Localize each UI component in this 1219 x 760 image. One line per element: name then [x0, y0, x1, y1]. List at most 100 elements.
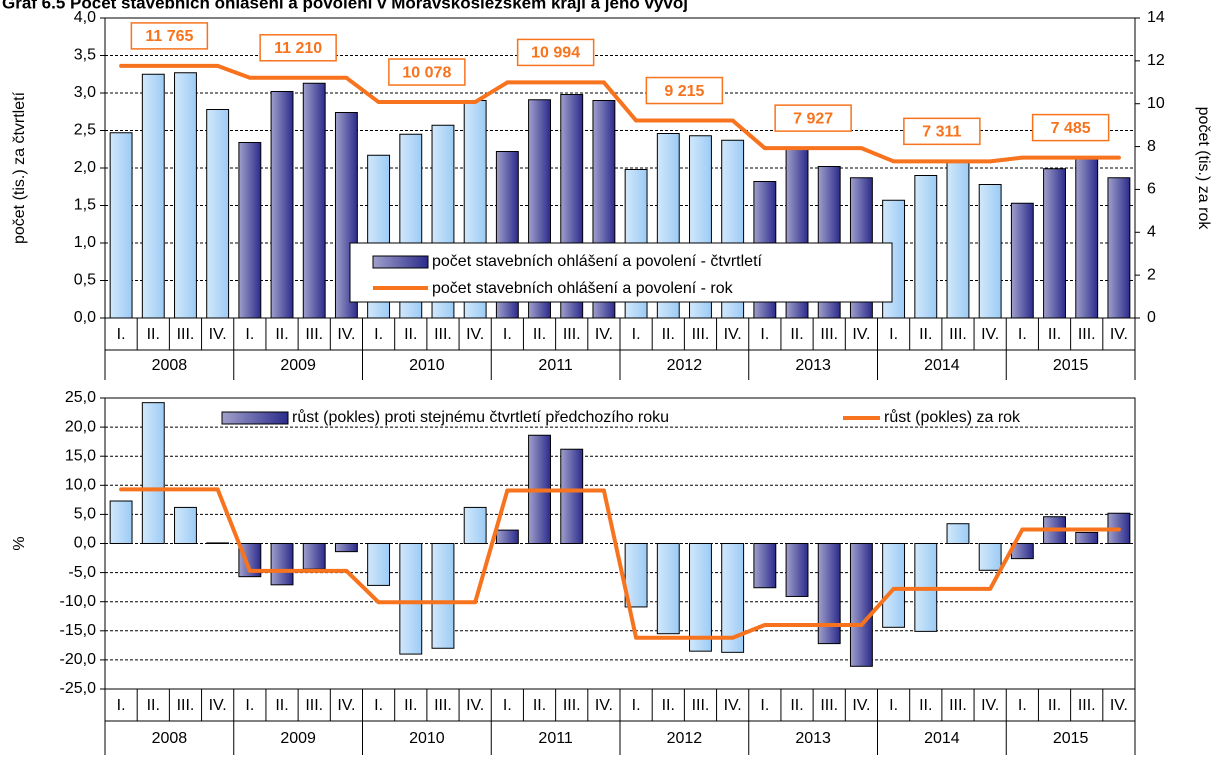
x-tick-label: IV. [852, 697, 870, 714]
x-group-label: 2008 [152, 357, 188, 374]
x-tick-label: III. [177, 326, 195, 343]
bar [463, 506, 487, 544]
x-tick-label: IV. [466, 326, 484, 343]
y-tick-label: 25,0 [65, 389, 96, 406]
y2-tick-label: 2 [1147, 266, 1156, 283]
bar [946, 160, 970, 319]
bar [206, 109, 230, 319]
data-label-box [903, 117, 981, 146]
x-tick-label: I. [117, 326, 126, 343]
y2-tick-label: 10 [1147, 95, 1165, 112]
line-connector [988, 528, 1025, 590]
bar [141, 402, 165, 544]
bar [302, 543, 326, 570]
line-connector [860, 146, 895, 164]
data-label-box [130, 22, 209, 50]
x-tick-label: IV. [724, 697, 742, 714]
data-label: 11 765 [145, 28, 193, 45]
x-tick-label: II. [147, 326, 160, 343]
legend-label: růst (pokles) proti stejnému čtvrtletí p… [292, 408, 669, 426]
line-connector [989, 155, 1023, 164]
x-tick-label: IV. [337, 697, 355, 714]
line-connector [216, 64, 251, 80]
data-label-box [516, 38, 595, 67]
x-tick-label: II. [533, 326, 546, 343]
line-connector [602, 81, 638, 122]
legend-swatch [372, 255, 429, 269]
x-group-label: 2015 [1053, 730, 1089, 747]
x-tick-label: II. [662, 326, 675, 343]
x-tick-label: II. [790, 326, 803, 343]
bar [785, 543, 809, 597]
x-tick-label: II. [275, 697, 288, 714]
bar [270, 91, 294, 319]
line-connector [474, 80, 509, 104]
x-group-label: 2012 [667, 730, 703, 747]
x-tick-label: III. [1078, 326, 1096, 343]
x-group-label: 2012 [667, 357, 703, 374]
x-tick-label: IV. [595, 326, 613, 343]
x-tick-label: I. [503, 697, 512, 714]
data-label: 9 215 [664, 83, 704, 100]
x-group-label: 2010 [409, 730, 445, 747]
bar [753, 543, 777, 589]
bar [914, 175, 938, 319]
x-group-label: 2010 [409, 357, 445, 374]
y-tick-label: -25,0 [60, 680, 97, 697]
bar [270, 543, 294, 586]
x-tick-label: IV. [209, 697, 227, 714]
x-tick-label: IV. [981, 697, 999, 714]
y-tick-label: -5,0 [68, 564, 96, 581]
y2-axis-title: počet (tis.) za rok [1195, 107, 1212, 231]
bar [1107, 177, 1131, 319]
x-tick-label: I. [760, 697, 769, 714]
data-label-box [259, 34, 337, 62]
y-tick-label: -10,0 [60, 593, 97, 610]
bar [238, 142, 262, 319]
data-label: 7 311 [922, 124, 961, 141]
x-tick-label: III. [434, 697, 452, 714]
bar [109, 132, 133, 319]
x-tick-label: III. [305, 326, 323, 343]
x-group-label: 2009 [280, 730, 316, 747]
line-connector [473, 489, 510, 603]
x-tick-label: III. [563, 326, 581, 343]
y-tick-label: 5,0 [74, 506, 96, 523]
y-tick-label: -15,0 [60, 622, 97, 639]
x-group-label: 2011 [538, 730, 573, 747]
x-tick-label: I. [245, 697, 254, 714]
line-connector [345, 569, 380, 604]
x-tick-label: I. [1018, 326, 1027, 343]
data-label: 11 210 [274, 40, 322, 57]
bar [302, 82, 326, 319]
x-tick-label: III. [820, 697, 838, 714]
bar [495, 529, 519, 545]
x-tick-label: I. [632, 326, 641, 343]
legend-label: počet stavebních ohlášení a povolení - č… [432, 253, 763, 270]
bar [946, 523, 970, 544]
x-tick-label: III. [820, 326, 838, 343]
y2-tick-label: 0 [1147, 309, 1156, 326]
x-group-label: 2014 [924, 730, 960, 747]
x-tick-label: IV. [852, 326, 870, 343]
x-tick-label: I. [889, 326, 898, 343]
bar [1075, 531, 1099, 545]
chart-title: Graf 6.5 Počet stavebních ohlášení a pov… [2, 0, 688, 12]
y2-tick-label: 12 [1147, 52, 1165, 69]
bar [721, 543, 745, 653]
y-tick-label: 10,0 [65, 477, 96, 494]
bar [978, 543, 1002, 571]
bar [109, 500, 133, 545]
bar [399, 543, 423, 655]
x-tick-label: II. [1048, 326, 1061, 343]
bar [882, 543, 906, 628]
x-group-label: 2015 [1053, 357, 1089, 374]
x-tick-label: III. [305, 697, 323, 714]
x-tick-label: III. [949, 697, 967, 714]
x-tick-label: IV. [1110, 697, 1128, 714]
data-label: 7 927 [793, 110, 833, 127]
y2-tick-label: 8 [1147, 138, 1156, 155]
bar [174, 72, 197, 319]
bar [431, 543, 455, 649]
